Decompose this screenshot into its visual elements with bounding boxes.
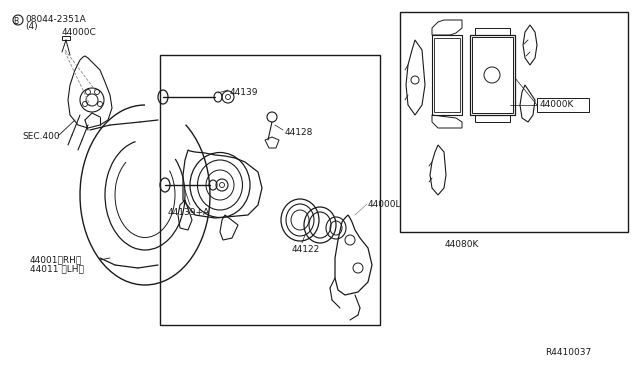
Text: 44080K: 44080K — [445, 240, 479, 249]
Text: B: B — [13, 17, 18, 26]
Text: 44011 〈LH〉: 44011 〈LH〉 — [30, 264, 84, 273]
Text: 44139+A: 44139+A — [168, 208, 210, 217]
Bar — [400, 12, 628, 232]
Bar — [434, 38, 460, 112]
Text: 44139: 44139 — [230, 88, 259, 97]
Text: 44000L: 44000L — [368, 200, 401, 209]
Text: SEC.400: SEC.400 — [22, 132, 60, 141]
Text: 44001〈RH〉: 44001〈RH〉 — [30, 255, 83, 264]
Text: 44128: 44128 — [285, 128, 314, 137]
Text: 44122: 44122 — [292, 245, 320, 254]
Text: 44000C: 44000C — [62, 28, 97, 37]
Text: 44000K: 44000K — [540, 100, 574, 109]
Bar — [432, 35, 462, 115]
Bar — [475, 115, 510, 122]
Text: (4): (4) — [25, 22, 38, 31]
Bar — [537, 98, 589, 112]
Text: R4410037: R4410037 — [545, 348, 591, 357]
Bar — [475, 28, 510, 35]
Bar — [470, 35, 515, 115]
Bar — [160, 55, 380, 325]
Bar — [472, 37, 513, 113]
Text: 08044-2351A: 08044-2351A — [25, 15, 86, 24]
